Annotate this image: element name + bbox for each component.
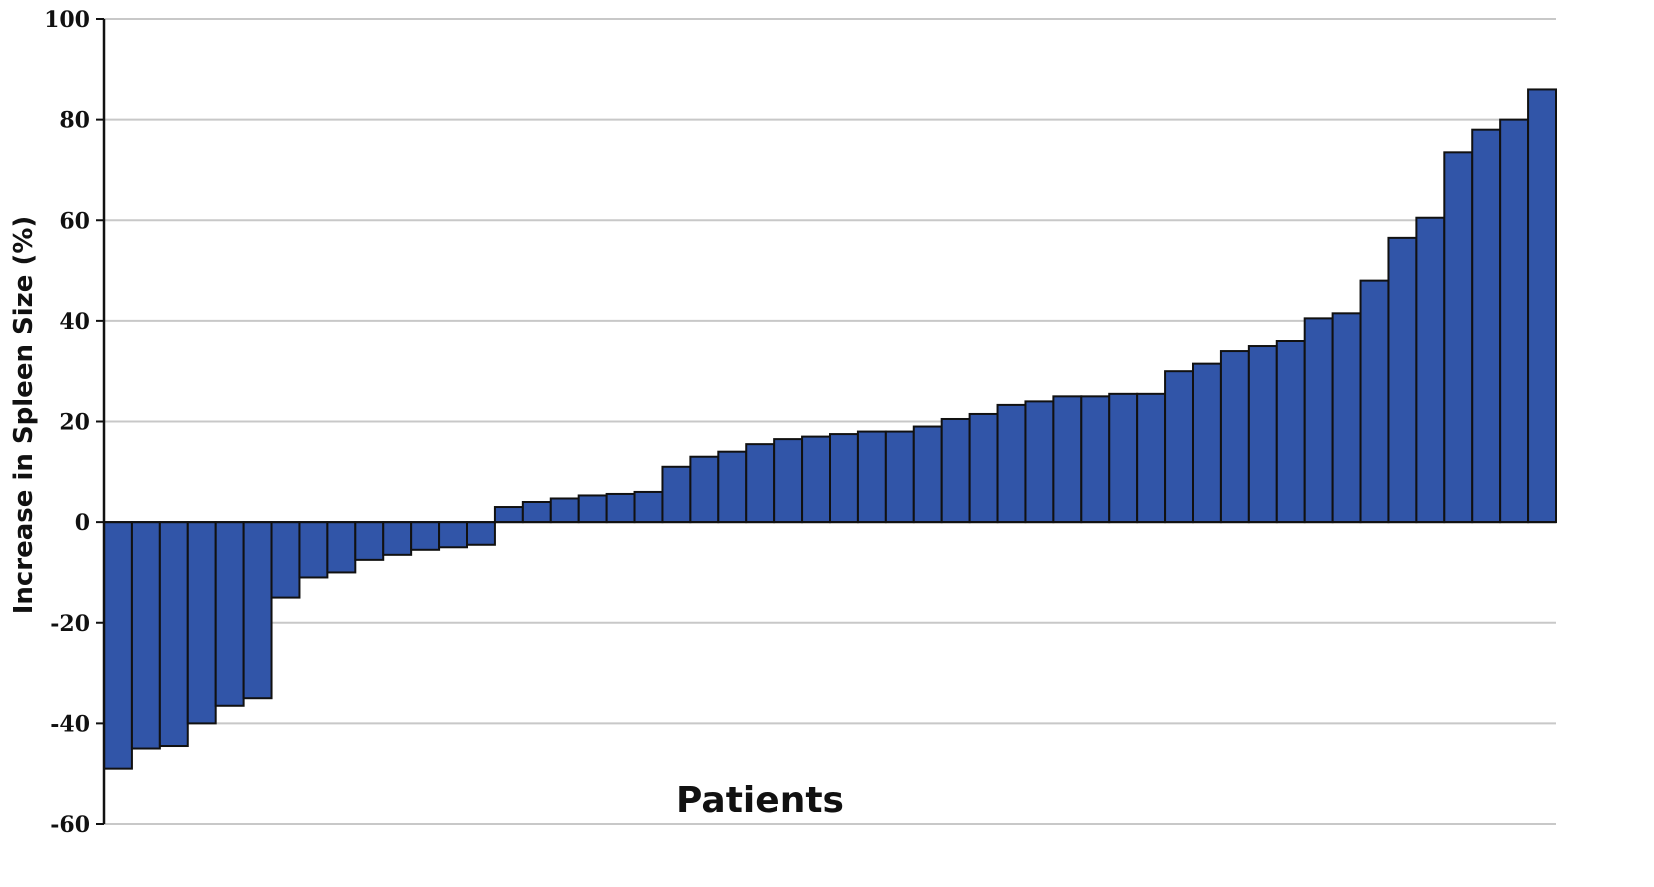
bar bbox=[1387, 236, 1418, 524]
bar bbox=[1164, 370, 1194, 524]
bar bbox=[1192, 362, 1222, 524]
y-tick-label: -60 bbox=[50, 812, 90, 838]
y-tick-label: -20 bbox=[50, 611, 90, 637]
bar bbox=[1527, 88, 1557, 524]
bar bbox=[1052, 395, 1083, 524]
bar bbox=[521, 501, 552, 524]
bar bbox=[438, 521, 469, 549]
bar bbox=[689, 455, 720, 524]
bar bbox=[856, 430, 887, 524]
bar bbox=[1080, 395, 1111, 524]
bar bbox=[1219, 350, 1250, 524]
y-tick-label: 40 bbox=[59, 309, 90, 335]
bar bbox=[103, 521, 133, 770]
bar bbox=[549, 497, 580, 524]
bar bbox=[940, 417, 971, 524]
bar bbox=[1303, 317, 1334, 524]
y-tick-label: -40 bbox=[50, 711, 90, 737]
bar bbox=[270, 521, 301, 599]
x-axis-title: Patients bbox=[676, 780, 844, 821]
bar bbox=[1136, 392, 1167, 524]
bar bbox=[717, 450, 748, 524]
bar bbox=[829, 433, 859, 524]
bar bbox=[158, 521, 189, 748]
bar bbox=[577, 494, 608, 524]
bar bbox=[996, 403, 1027, 524]
bar bbox=[1108, 392, 1139, 524]
bar bbox=[605, 492, 636, 524]
bar bbox=[242, 521, 273, 700]
axes bbox=[96, 18, 1556, 825]
bar bbox=[214, 521, 245, 707]
bar bbox=[1359, 279, 1390, 524]
y-tick-labels: 100 80 60 40 20 0 -20 -40 -60 bbox=[44, 7, 90, 838]
bars bbox=[103, 88, 1557, 770]
bar bbox=[745, 443, 776, 524]
bar bbox=[968, 412, 999, 524]
bar bbox=[354, 521, 385, 561]
bar bbox=[326, 521, 357, 574]
bar bbox=[1024, 400, 1055, 524]
bar bbox=[1471, 128, 1502, 524]
bar bbox=[773, 438, 804, 524]
y-tick-label: 80 bbox=[59, 108, 90, 134]
y-tick-label: 60 bbox=[59, 208, 90, 234]
bar bbox=[1275, 340, 1306, 524]
bar bbox=[661, 465, 692, 524]
bar bbox=[466, 521, 496, 546]
bar bbox=[1247, 345, 1278, 524]
bar bbox=[1331, 312, 1362, 524]
bar bbox=[382, 521, 413, 556]
bar bbox=[633, 490, 664, 524]
bar bbox=[1443, 151, 1474, 524]
bar bbox=[1415, 216, 1446, 524]
bar bbox=[912, 425, 943, 524]
bar bbox=[493, 506, 524, 524]
y-axis-title: Increase in Spleen Size (%) bbox=[9, 216, 39, 615]
y-tick-label: 0 bbox=[75, 510, 90, 536]
bar bbox=[298, 521, 329, 579]
y-tick-label: 20 bbox=[59, 410, 90, 436]
bar bbox=[1499, 118, 1530, 524]
y-tick-label: 100 bbox=[44, 7, 90, 33]
bar bbox=[884, 430, 915, 524]
bar bbox=[801, 435, 831, 524]
bar bbox=[130, 521, 161, 750]
bar bbox=[410, 521, 441, 551]
bar bbox=[186, 521, 217, 725]
